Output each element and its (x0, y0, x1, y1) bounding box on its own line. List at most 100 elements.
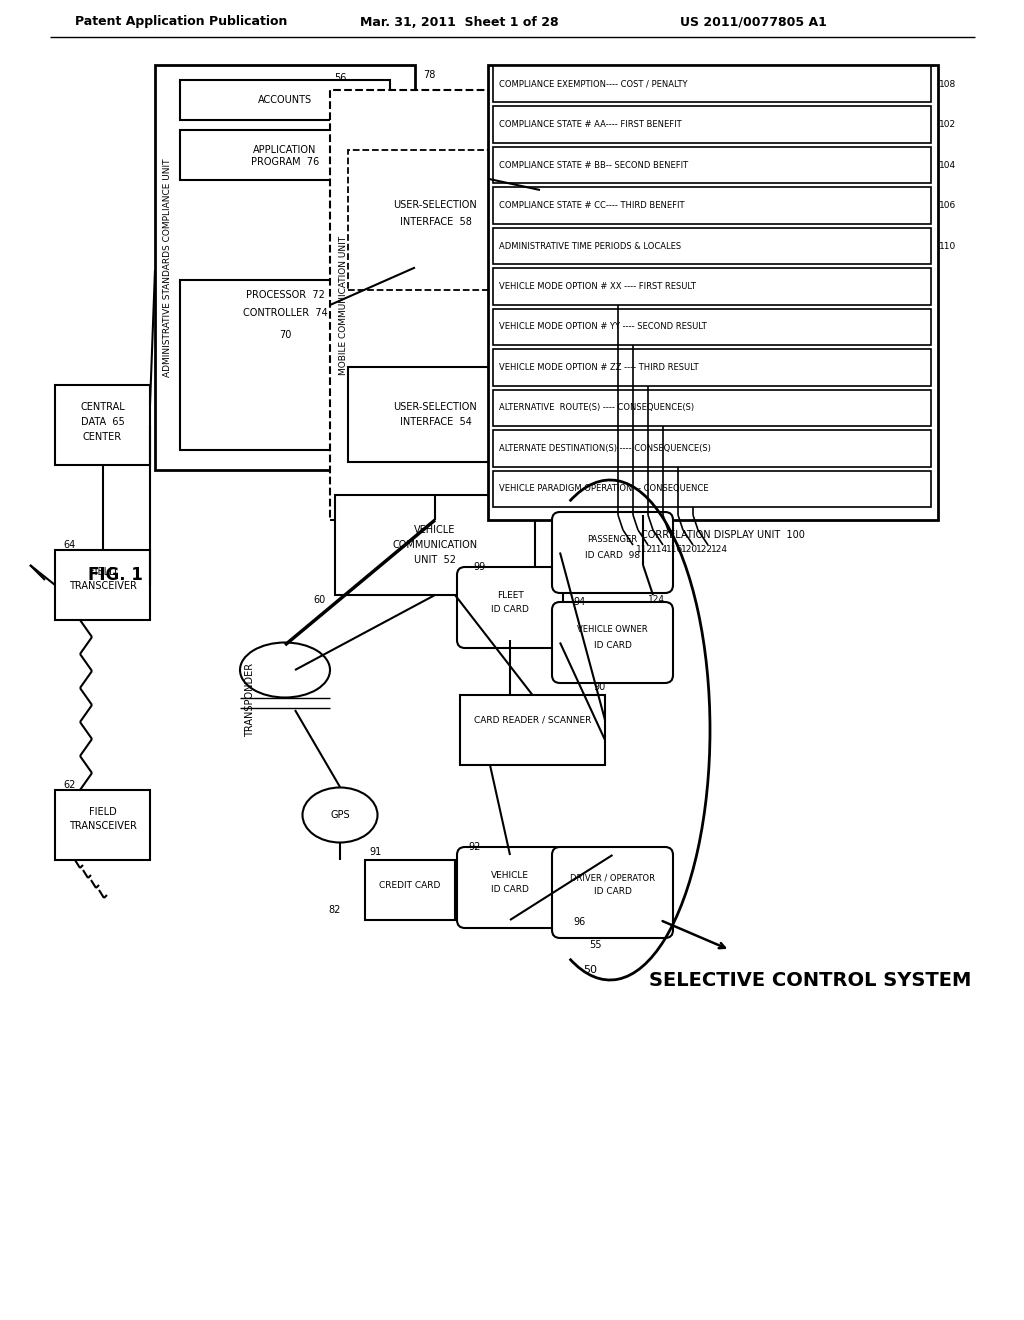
Bar (493, 389, 931, 426)
Bar (493, 309, 931, 346)
Text: 50: 50 (583, 965, 597, 975)
Text: COMPLIANCE STATE # BB-- SECOND BENEFIT: COMPLIANCE STATE # BB-- SECOND BENEFIT (499, 161, 688, 170)
Text: 110: 110 (939, 242, 956, 251)
Text: COMMUNICATION: COMMUNICATION (392, 540, 477, 550)
Text: CORRELATION DISPLAY UNIT  100: CORRELATION DISPLAY UNIT 100 (641, 531, 805, 540)
Text: MOBILE COMMUNICATION UNIT: MOBILE COMMUNICATION UNIT (340, 235, 348, 375)
Text: ID CARD  98: ID CARD 98 (585, 550, 640, 560)
Bar (488, 65, 938, 520)
Text: ACCOUNTS: ACCOUNTS (258, 95, 312, 106)
Bar (493, 147, 931, 183)
Text: ID CARD: ID CARD (492, 886, 529, 895)
Text: 124: 124 (711, 545, 728, 554)
Bar (348, 367, 523, 462)
FancyBboxPatch shape (457, 568, 563, 648)
Text: ADMINISTRATIVE STANDARDS COMPLIANCE UNIT: ADMINISTRATIVE STANDARDS COMPLIANCE UNIT (164, 158, 172, 376)
Bar (493, 268, 931, 305)
Text: Mar. 31, 2011  Sheet 1 of 28: Mar. 31, 2011 Sheet 1 of 28 (360, 16, 559, 29)
Bar (348, 150, 523, 290)
Text: 102: 102 (939, 120, 956, 129)
Text: UNIT  52: UNIT 52 (414, 554, 456, 565)
Text: 60: 60 (314, 595, 326, 605)
Text: FLEET: FLEET (497, 590, 523, 599)
Text: VEHICLE MODE OPTION # ZZ ---- THIRD RESULT: VEHICLE MODE OPTION # ZZ ---- THIRD RESU… (499, 363, 698, 372)
Text: CENTRAL: CENTRAL (80, 403, 125, 412)
Bar (493, 66, 931, 103)
FancyBboxPatch shape (457, 847, 563, 928)
FancyBboxPatch shape (552, 512, 673, 593)
Text: PASSENGER: PASSENGER (588, 536, 638, 544)
Ellipse shape (240, 643, 330, 697)
Text: VEHICLE MODE OPTION # XX ---- FIRST RESULT: VEHICLE MODE OPTION # XX ---- FIRST RESU… (499, 282, 696, 290)
Text: TRANSPONDER: TRANSPONDER (245, 663, 255, 737)
FancyBboxPatch shape (552, 847, 673, 939)
Bar (180, 129, 390, 180)
Text: VEHICLE: VEHICLE (415, 525, 456, 535)
Text: 56: 56 (334, 73, 346, 83)
Text: 62: 62 (63, 780, 76, 789)
Text: 114: 114 (651, 545, 668, 554)
Text: ADMINISTRATIVE TIME PERIODS & LOCALES: ADMINISTRATIVE TIME PERIODS & LOCALES (499, 242, 681, 251)
Text: 120: 120 (681, 545, 698, 554)
Text: CARD READER / SCANNER: CARD READER / SCANNER (474, 715, 591, 725)
Bar (493, 350, 931, 385)
Bar (493, 187, 931, 224)
Bar (55, 550, 150, 620)
Text: 122: 122 (696, 545, 713, 554)
Text: VEHICLE MODE OPTION # YY ---- SECOND RESULT: VEHICLE MODE OPTION # YY ---- SECOND RES… (499, 322, 707, 331)
Text: FIELD: FIELD (89, 807, 117, 817)
FancyBboxPatch shape (552, 602, 673, 682)
Bar (55, 385, 150, 465)
Text: VEHICLE: VEHICLE (490, 870, 529, 879)
Text: 106: 106 (939, 201, 956, 210)
Bar (330, 90, 540, 520)
Ellipse shape (302, 788, 378, 842)
Text: 91: 91 (369, 847, 381, 857)
Text: 124: 124 (648, 595, 665, 605)
Text: 94: 94 (573, 597, 586, 607)
Text: FIELD: FIELD (89, 568, 117, 577)
Bar (460, 696, 605, 766)
Text: PROGRAM  76: PROGRAM 76 (251, 157, 319, 168)
Text: CREDIT CARD: CREDIT CARD (379, 880, 440, 890)
Text: INTERFACE  58: INTERFACE 58 (399, 216, 471, 227)
Text: COMPLIANCE STATE # AA---- FIRST BENEFIT: COMPLIANCE STATE # AA---- FIRST BENEFIT (499, 120, 682, 129)
Text: Patent Application Publication: Patent Application Publication (75, 16, 288, 29)
Bar (493, 430, 931, 466)
Text: TRANSCEIVER: TRANSCEIVER (69, 821, 136, 832)
Bar (155, 65, 415, 470)
Text: VEHICLE PARADIGM OPERATION -- CONSEQUENCE: VEHICLE PARADIGM OPERATION -- CONSEQUENC… (499, 484, 709, 494)
Text: USER-SELECTION: USER-SELECTION (393, 201, 477, 210)
Text: 92: 92 (469, 842, 481, 851)
Text: DRIVER / OPERATOR: DRIVER / OPERATOR (570, 874, 655, 883)
Text: CENTER: CENTER (83, 432, 122, 442)
Text: CONTROLLER  74: CONTROLLER 74 (243, 308, 328, 318)
Text: SELECTIVE CONTROL SYSTEM: SELECTIVE CONTROL SYSTEM (649, 970, 971, 990)
Text: APPLICATION: APPLICATION (253, 145, 316, 154)
Text: 108: 108 (939, 79, 956, 88)
Text: 116: 116 (666, 545, 683, 554)
Text: US 2011/0077805 A1: US 2011/0077805 A1 (680, 16, 826, 29)
Text: ID CARD: ID CARD (594, 887, 632, 896)
Text: USER-SELECTION: USER-SELECTION (393, 403, 477, 412)
Text: COMPLIANCE EXEMPTION---- COST / PENALTY: COMPLIANCE EXEMPTION---- COST / PENALTY (499, 79, 687, 88)
Text: FIG. 1: FIG. 1 (88, 566, 143, 583)
Text: 112: 112 (636, 545, 653, 554)
Text: GPS: GPS (330, 810, 350, 820)
Text: 82: 82 (329, 906, 341, 915)
Text: PROCESSOR  72: PROCESSOR 72 (246, 290, 325, 300)
Text: COMPLIANCE STATE # CC---- THIRD BENEFIT: COMPLIANCE STATE # CC---- THIRD BENEFIT (499, 201, 684, 210)
Bar (55, 789, 150, 861)
Text: TRANSCEIVER: TRANSCEIVER (69, 581, 136, 591)
Bar (180, 280, 390, 450)
Text: 99: 99 (474, 562, 486, 572)
Text: 70: 70 (279, 330, 291, 341)
Text: 104: 104 (939, 161, 956, 170)
Text: ALTERNATE DESTINATION(S) ---- CONSEQUENCE(S): ALTERNATE DESTINATION(S) ---- CONSEQUENC… (499, 444, 711, 453)
Text: 55: 55 (589, 940, 601, 950)
Text: ALTERNATIVE  ROUTE(S) ---- CONSEQUENCE(S): ALTERNATIVE ROUTE(S) ---- CONSEQUENCE(S) (499, 404, 694, 412)
Bar (493, 107, 931, 143)
Text: ID CARD: ID CARD (492, 606, 529, 615)
Text: 90: 90 (594, 682, 606, 692)
Bar (335, 495, 535, 595)
